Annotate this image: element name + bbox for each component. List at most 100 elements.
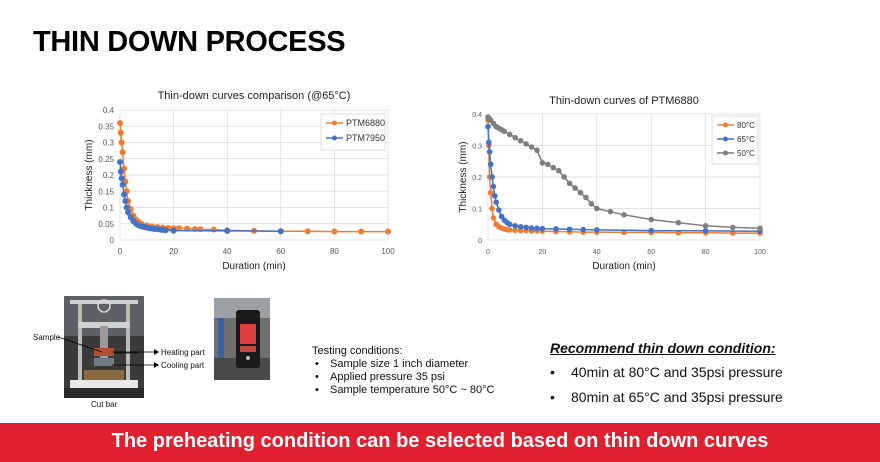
data-point (566, 226, 573, 233)
legend-marker (332, 135, 337, 141)
data-point (561, 174, 567, 180)
data-point (385, 228, 391, 235)
data-point (512, 227, 518, 234)
data-point (517, 137, 524, 144)
data-point (489, 174, 495, 180)
y-tick-label: 0 (478, 238, 482, 245)
testing-item: Sample size 1 inch diameter (312, 358, 494, 371)
data-point (119, 149, 126, 156)
data-point (621, 229, 627, 236)
conclusion-banner: The preheating condition can be selected… (0, 423, 880, 462)
legend-marker (723, 136, 728, 142)
apparatus-photo (64, 296, 144, 398)
data-point (534, 147, 540, 154)
legend-label: 50°C (737, 149, 755, 158)
legend-label: PTM6880 (346, 118, 385, 128)
data-point (493, 199, 499, 205)
data-point (730, 224, 736, 231)
legend-marker (723, 122, 728, 128)
chart-comparison-svg: Thin-down curves comparison (@65°C) 0 0.05… (84, 90, 395, 272)
data-point (490, 215, 497, 221)
data-point (553, 226, 559, 232)
data-point (572, 185, 578, 191)
x-tick-label: 20 (169, 247, 178, 256)
x-axis-label: Duration (min) (222, 261, 285, 272)
data-point (119, 181, 126, 188)
data-point (539, 225, 546, 232)
data-point (117, 120, 123, 126)
label-sample: Sample (33, 333, 61, 342)
callout-lines (58, 336, 138, 354)
data-point (528, 144, 535, 150)
data-point (170, 227, 177, 234)
controller-photo (214, 298, 270, 380)
data-point (506, 221, 513, 228)
data-point (224, 227, 231, 234)
recommend-item: 40min at 80°C and 35psi pressure (550, 364, 783, 380)
x-tick-label: 100 (381, 247, 395, 256)
label-cooling: Cooling part (161, 361, 205, 370)
data-point (539, 160, 546, 166)
data-point (162, 227, 169, 234)
x-tick-label: 60 (276, 247, 285, 256)
data-point (489, 205, 495, 212)
data-point (304, 228, 311, 235)
y-tick-label: 0.2 (472, 175, 482, 182)
data-point (486, 149, 493, 155)
data-point (121, 191, 128, 198)
label-heating: Heating part (161, 348, 205, 357)
testing-header: Testing conditions: (312, 345, 403, 357)
data-point (702, 223, 709, 229)
data-point (621, 212, 627, 218)
label-cutbar: Cut bar (91, 400, 118, 409)
data-point (517, 223, 524, 230)
x-tick-label: 40 (223, 247, 232, 256)
data-point (490, 183, 497, 190)
data-point (277, 228, 284, 235)
x-tick-label: 80 (702, 249, 710, 256)
data-point (577, 189, 584, 196)
testing-item: Applied pressure 35 psi (312, 371, 494, 384)
y-tick-label: 0.3 (472, 144, 482, 151)
data-point (580, 226, 586, 233)
data-point (534, 225, 540, 232)
data-point (485, 123, 491, 130)
callout-arrows (112, 349, 159, 368)
x-tick-label: 0 (118, 247, 123, 256)
x-tick-label: 0 (486, 249, 490, 256)
testing-conditions: Testing conditions: Sample size 1 inch d… (312, 345, 494, 397)
chart-title: Thin-down curves of PTM6880 (549, 95, 699, 107)
data-point (675, 219, 682, 226)
data-point (512, 134, 518, 141)
data-point (496, 207, 502, 213)
legend-marker (332, 120, 337, 126)
legend-label: 65°C (737, 135, 755, 144)
data-point (123, 204, 130, 211)
data-point (492, 193, 498, 199)
data-point (506, 227, 513, 233)
y-tick-label: 0.4 (103, 106, 115, 115)
data-point (545, 161, 551, 168)
data-point (512, 223, 518, 229)
controller-image (214, 298, 270, 380)
data-point (118, 175, 125, 182)
data-point (757, 225, 763, 232)
data-point (528, 225, 535, 231)
recommend-item: 80min at 65°C and 35psi pressure (550, 389, 783, 405)
data-point (210, 226, 217, 233)
recommendation: Recommend thin down condition: 40min at … (550, 340, 783, 414)
slide-title: THIN DOWN PROCESS (33, 26, 346, 58)
data-point (594, 227, 600, 233)
recommend-header: Recommend thin down condition: (550, 340, 776, 356)
y-tick-label: 0.05 (98, 220, 114, 229)
y-tick-label: 0.1 (472, 207, 482, 214)
data-point (118, 139, 125, 146)
data-point (117, 129, 124, 136)
x-tick-label: 80 (330, 247, 339, 256)
legend-box (711, 115, 759, 165)
data-point (594, 205, 600, 212)
legend-label: 80°C (737, 121, 755, 130)
data-point (487, 189, 494, 196)
legend-marker (723, 150, 728, 156)
y-tick-label: 0.4 (472, 112, 482, 119)
